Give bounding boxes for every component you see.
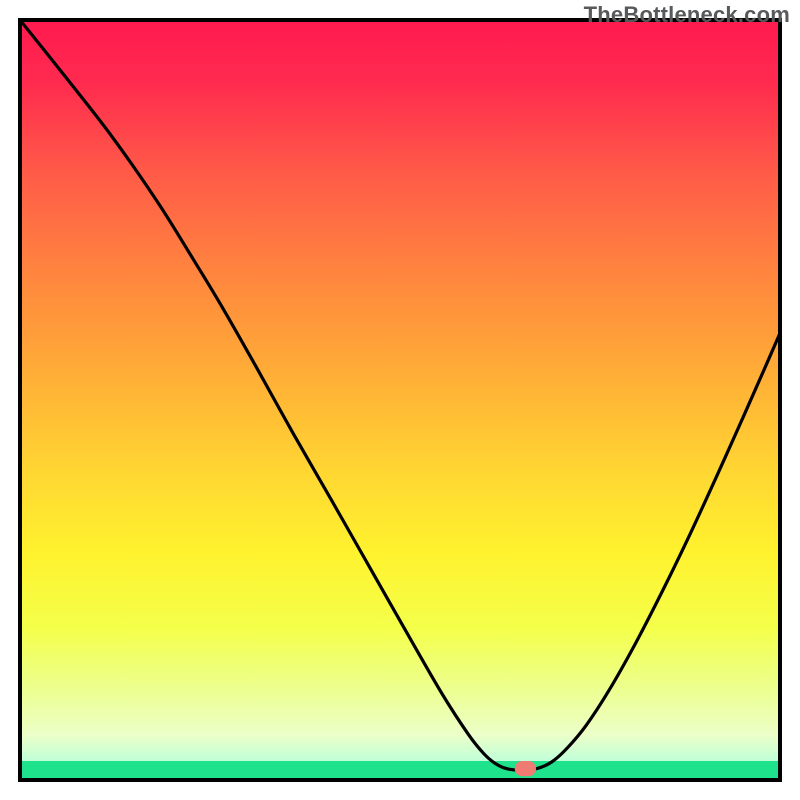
optimal-marker	[515, 761, 536, 776]
chart-container: TheBottleneck.com	[0, 0, 800, 800]
watermark-text: TheBottleneck.com	[584, 2, 790, 28]
gradient-background	[20, 20, 780, 780]
optimal-band	[20, 761, 780, 780]
bottleneck-curve-chart	[0, 0, 800, 800]
